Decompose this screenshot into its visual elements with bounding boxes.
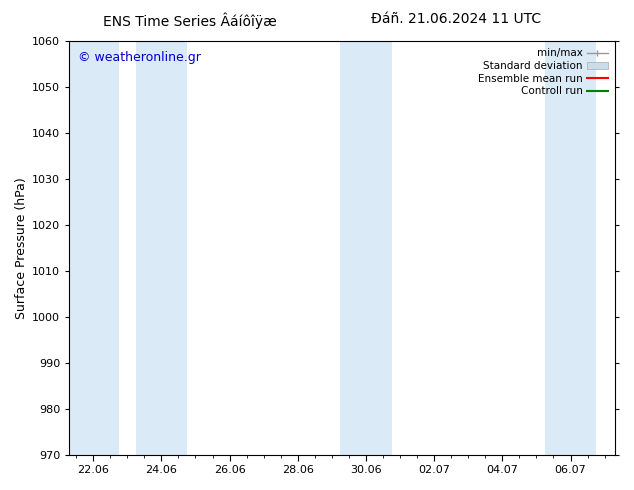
Bar [340, 41, 392, 455]
Text: Đáñ. 21.06.2024 11 UTC: Đáñ. 21.06.2024 11 UTC [372, 12, 541, 26]
Bar [545, 41, 596, 455]
Text: ENS Time Series Âáíôîÿæ: ENS Time Series Âáíôîÿæ [103, 12, 277, 29]
Bar [68, 41, 119, 455]
Legend: min/max, Standard deviation, Ensemble mean run, Controll run: min/max, Standard deviation, Ensemble me… [476, 46, 610, 98]
Bar [136, 41, 187, 455]
Y-axis label: Surface Pressure (hPa): Surface Pressure (hPa) [15, 177, 28, 318]
Text: © weatheronline.gr: © weatheronline.gr [77, 51, 200, 64]
